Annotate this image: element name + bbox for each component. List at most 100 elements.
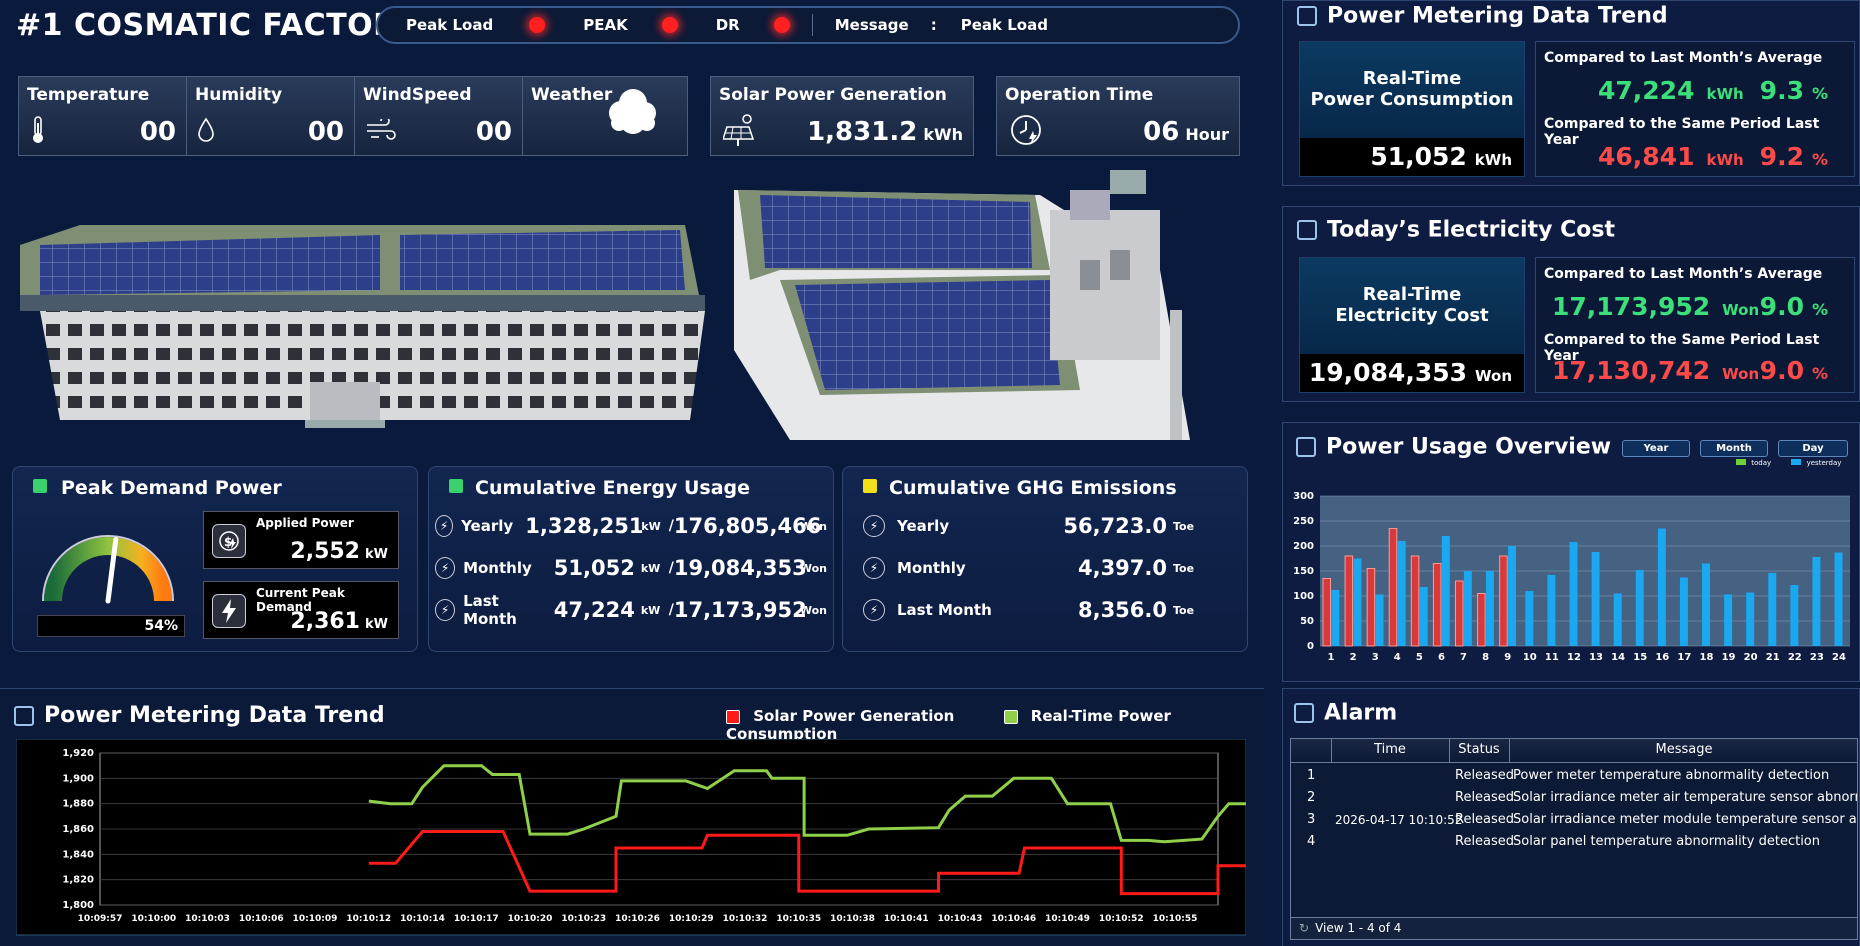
windspeed-label: WindSpeed [363, 85, 472, 105]
message-value: Peak Load [960, 16, 1048, 34]
temperature-card: Temperature 00 [19, 77, 187, 155]
peak-demand-panel: Peak Demand Power 54% $ Applied Power 2,… [12, 466, 418, 652]
cmp1-pct-number: 9.3 [1759, 76, 1804, 105]
usage-bar-today [1410, 555, 1420, 647]
right-tower-top [1110, 170, 1146, 194]
usage-y-tick: 300 [1293, 491, 1314, 502]
applied-power-value: 2,552 kW [290, 539, 388, 564]
usage-bar-yesterday [1591, 552, 1600, 646]
temperature-label: Temperature [27, 85, 150, 105]
cost-cmp2-number: 17,130,742 [1552, 356, 1711, 385]
trend-y-tick: 1,920 [62, 748, 94, 759]
metering-right-panel: Power Metering Data Trend Real-Time Powe… [1282, 0, 1860, 186]
usage-x-tick: 19 [1722, 652, 1736, 663]
trend-y-tick: 1,800 [62, 900, 94, 911]
energy-row-kw: 1,328,251 [525, 514, 644, 538]
message-separator: : [930, 16, 937, 34]
solar-panel-icon [721, 111, 757, 151]
alarm-col-status[interactable]: Status [1458, 742, 1500, 757]
cmp2-number: 46,841 [1598, 142, 1695, 171]
alarm-col-time[interactable]: Time [1374, 742, 1406, 757]
alarm-pager-text: View 1 - 4 of 4 [1315, 921, 1402, 935]
trend-x-tick: 10:10:09 [293, 914, 338, 924]
alarm-row-status: Released [1455, 790, 1515, 805]
usage-bar-yesterday [1508, 546, 1517, 646]
weather-panel: Temperature 00 Humidity 00 WindSpeed 00 … [18, 76, 688, 156]
refresh-icon[interactable]: ↻ [1299, 921, 1310, 935]
money-bolt-icon: $ [212, 524, 246, 558]
usage-bar-today [1432, 563, 1442, 647]
usage-x-tick: 2 [1350, 652, 1357, 663]
trend-x-tick: 10:10:32 [723, 914, 768, 924]
trend-line-solar [368, 830, 1246, 896]
rt-cost-value: 19,084,353 Won [1300, 354, 1524, 392]
tab-year[interactable]: Year [1622, 440, 1690, 457]
cost-cmp2-value: 17,130,742 Won [1552, 356, 1759, 385]
solar-generation-label: Solar Power Generation [719, 85, 947, 105]
bolt-circle-icon: ⚡ [435, 599, 456, 621]
metering-right-checkbox[interactable] [1297, 6, 1317, 26]
usage-title-row: Power Usage Overview [1296, 434, 1611, 460]
tab-day[interactable]: Day [1778, 440, 1848, 457]
cmp2-pct-sign: % [1811, 150, 1828, 169]
usage-bar-today [1455, 580, 1464, 647]
message-label: Message [834, 16, 909, 34]
usage-y-tick: 0 [1307, 641, 1314, 652]
rt-consumption-label-1: Real-Time [1362, 68, 1462, 89]
alarm-checkbox[interactable] [1294, 703, 1314, 723]
ghg-row-unit: Toe [1173, 603, 1195, 617]
ghg-row: ⚡ Monthly 4,397.0 Toe [863, 553, 1223, 583]
metering-right-title: Power Metering Data Trend [1327, 3, 1668, 29]
trend-checkbox[interactable] [14, 705, 34, 726]
usage-bar-yesterday [1569, 542, 1578, 646]
weather-label: Weather [531, 85, 613, 105]
tab-month[interactable]: Month [1700, 440, 1768, 457]
page-title: #1 COSMATIC FACTORY [16, 8, 418, 43]
clock-bolt-icon [1009, 113, 1043, 151]
cost-cmp1-pct-sign: % [1811, 300, 1828, 319]
left-roof-edge [20, 295, 705, 311]
usage-title: Power Usage Overview [1326, 434, 1612, 460]
trend-x-tick: 10:10:55 [1153, 914, 1198, 924]
ghg-row-value: 8,356.0 [1077, 598, 1167, 622]
right-solar-array-1 [760, 195, 1032, 268]
alarm-row[interactable]: 2 Released Solar irradiance meter air temp… [1291, 787, 1857, 809]
alarm-row-message: Solar panel temperature abnormality dete… [1513, 834, 1821, 849]
current-peak-value: 2,361 kW [290, 609, 388, 634]
usage-legend: today yesterday [1736, 459, 1841, 467]
usage-x-tick: 10 [1523, 652, 1537, 663]
trend-x-tick: 10:10:43 [938, 914, 983, 924]
operation-value-unit: Hour [1185, 125, 1229, 144]
usage-bar-yesterday [1441, 536, 1450, 646]
alarm-row[interactable]: 1 Released Power meter temperature abnorma… [1291, 765, 1857, 787]
cost-checkbox[interactable] [1297, 220, 1317, 240]
usage-x-tick: 24 [1832, 652, 1846, 663]
ghg-row-unit: Toe [1173, 561, 1195, 575]
peak-demand-title: Peak Demand Power [61, 477, 282, 499]
applied-power-unit: kW [365, 547, 388, 562]
col-divider [1449, 739, 1450, 763]
right-tank-2 [1110, 250, 1130, 280]
ghg-marker [863, 479, 877, 493]
alarm-row-number: 2 [1307, 790, 1316, 805]
usage-checkbox[interactable] [1296, 437, 1316, 457]
left-entrance-base [305, 420, 385, 428]
cost-cmp2-unit: Won [1722, 365, 1760, 383]
bolt-icon [212, 594, 246, 628]
usage-bar-yesterday [1547, 575, 1556, 646]
alarm-row[interactable]: 3 2026-04-17 10:10:52 Released Solar irradi… [1291, 809, 1857, 831]
droplet-icon [197, 117, 215, 147]
alarm-title: Alarm [1324, 700, 1398, 726]
bolt-circle-icon: ⚡ [863, 557, 885, 579]
trend-x-tick: 10:10:03 [185, 914, 230, 924]
peak-indicator [661, 17, 678, 33]
alarm-col-message[interactable]: Message [1655, 742, 1713, 757]
energy-row-kw-unit: kW [640, 561, 661, 575]
alarm-row[interactable]: 4 Released Solar panel temperature abnorma… [1291, 831, 1857, 853]
energy-row-label: Yearly [461, 517, 514, 535]
bolt-circle-icon: ⚡ [863, 599, 885, 621]
ghg-row-value: 4,397.0 [1077, 556, 1167, 580]
usage-x-tick: 23 [1810, 652, 1824, 663]
legend-realtime-swatch [1003, 709, 1018, 724]
cost-cmp2-pct: 9.0% [1760, 356, 1828, 385]
